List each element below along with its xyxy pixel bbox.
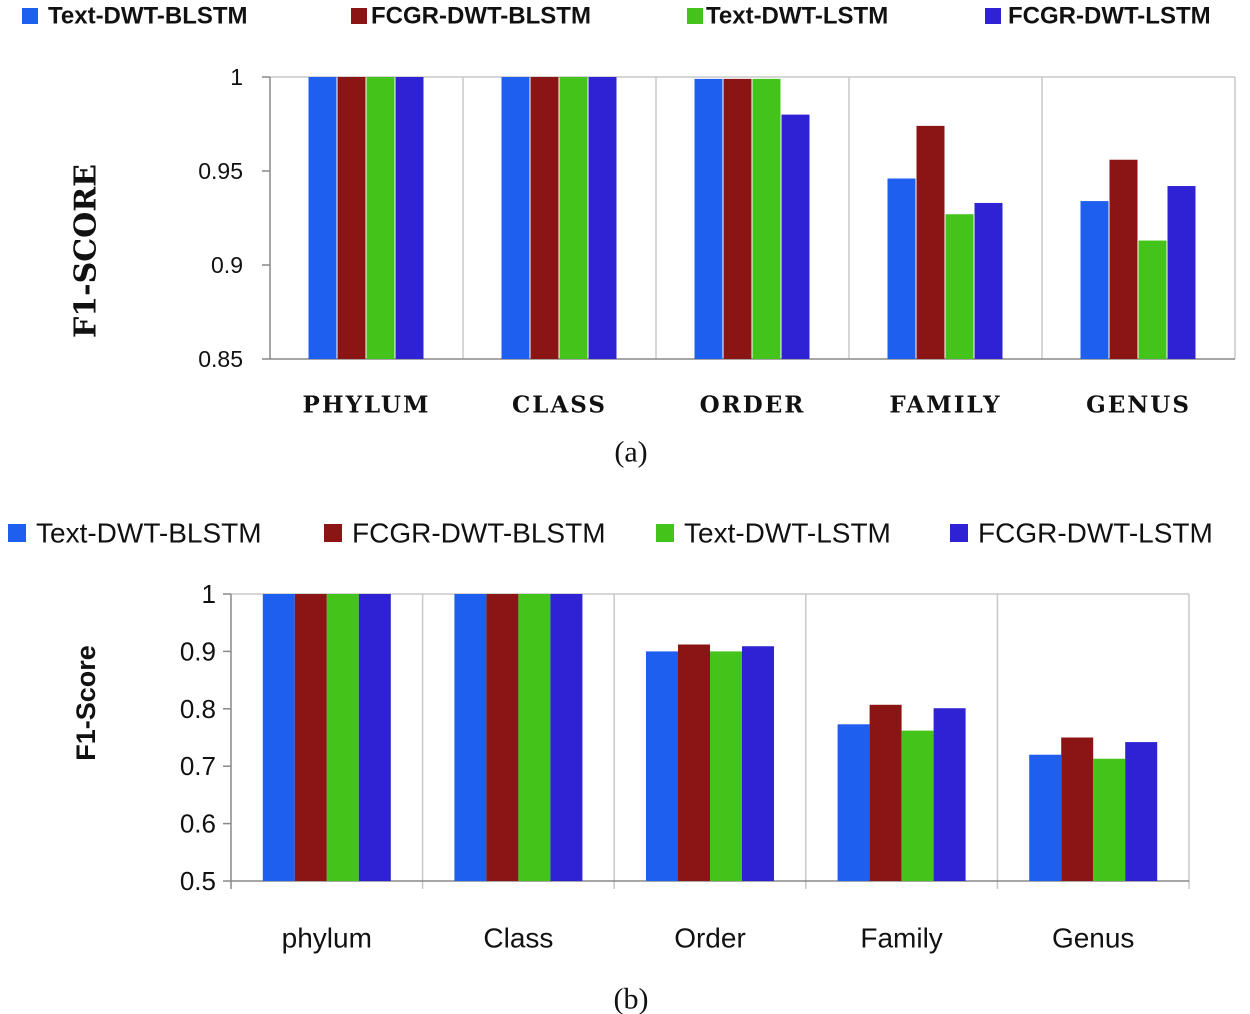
legend-swatch	[656, 524, 674, 542]
legend-label: FCGR-DWT-LSTM	[978, 518, 1213, 549]
bar	[308, 77, 337, 359]
x-tick-label: ORDER	[700, 392, 806, 419]
bar	[395, 77, 424, 359]
y-tick-label: 0.8	[180, 694, 216, 724]
y-tick-label: 1	[230, 64, 243, 90]
figure-caption: (a)	[614, 436, 647, 469]
x-tick-label: Family	[860, 923, 942, 954]
y-tick-label: 0.85	[198, 346, 243, 372]
bar	[710, 651, 742, 881]
x-tick-label: GENUS	[1086, 392, 1191, 419]
bar	[945, 214, 974, 359]
legend-swatch	[22, 8, 38, 24]
bar	[933, 708, 966, 881]
y-tick-label: 0.95	[198, 158, 243, 184]
bar	[588, 77, 617, 359]
bar	[294, 594, 327, 881]
bar	[1138, 240, 1167, 359]
bar	[262, 594, 295, 881]
legend-label: FCGR-DWT-BLSTM	[352, 518, 606, 549]
x-tick-label: Genus	[1052, 923, 1135, 954]
y-tick-label: 0.6	[180, 809, 216, 839]
bar	[1109, 159, 1138, 359]
legend-swatch	[985, 8, 1001, 24]
legend-swatch	[950, 524, 968, 542]
y-axis-label: F1-SCORE	[69, 164, 104, 338]
bar	[916, 125, 945, 359]
bar	[869, 704, 902, 881]
x-tick-label: PHYLUM	[303, 392, 431, 419]
legend-swatch	[687, 8, 703, 24]
legend: Text-DWT-BLSTM FCGR-DWT-BLSTM Text-DWT-LST…	[8, 518, 1213, 549]
bar	[358, 594, 391, 881]
legend-swatch	[324, 524, 342, 542]
legend-label: Text-DWT-BLSTM	[48, 3, 248, 30]
bar	[901, 730, 934, 881]
bar	[887, 178, 916, 359]
legend: Text-DWT-BLSTM FCGR-DWT-BLSTM Text-DWT-LST…	[22, 3, 1211, 30]
bar	[1061, 737, 1094, 881]
x-tick-label: FAMILY	[889, 392, 1001, 419]
legend-label: FCGR-DWT-BLSTM	[371, 3, 591, 30]
y-tick-label: 0.9	[211, 252, 243, 278]
legend-swatch	[8, 524, 26, 542]
bar	[518, 594, 551, 881]
bar	[974, 202, 1003, 359]
bar	[530, 77, 559, 359]
bar	[678, 644, 710, 881]
y-tick-label: 0.7	[180, 751, 216, 781]
bar	[723, 78, 752, 359]
figure-caption: (b)	[614, 983, 649, 1014]
legend-label: Text-DWT-LSTM	[684, 518, 891, 549]
bar	[742, 646, 774, 881]
x-tick-label: CLASS	[512, 392, 607, 419]
legend-label: Text-DWT-BLSTM	[36, 518, 262, 549]
bar	[550, 594, 583, 881]
bar	[694, 78, 723, 359]
x-tick-label: Order	[674, 923, 746, 954]
bar	[1093, 758, 1126, 881]
bar	[1029, 754, 1062, 881]
bar	[366, 77, 395, 359]
bar	[1125, 742, 1158, 881]
bar	[326, 594, 359, 881]
bar	[337, 77, 366, 359]
bar	[837, 724, 870, 881]
y-tick-label: 1	[202, 579, 216, 609]
bar	[486, 594, 519, 881]
y-axis-label: F1-Score	[71, 645, 101, 761]
bar	[781, 114, 810, 359]
bar	[559, 77, 588, 359]
legend-swatch	[351, 8, 367, 24]
chart-a: Text-DWT-BLSTM FCGR-DWT-BLSTM Text-DWT-LST…	[22, 3, 1236, 469]
y-tick-label: 0.9	[180, 636, 216, 666]
bar	[1080, 201, 1109, 359]
legend-label: FCGR-DWT-LSTM	[1008, 3, 1211, 30]
bar	[454, 594, 487, 881]
bar	[752, 78, 781, 359]
bar	[501, 77, 530, 359]
legend-label: Text-DWT-LSTM	[706, 3, 888, 30]
chart-b: Text-DWT-BLSTM FCGR-DWT-BLSTM Text-DWT-LST…	[8, 518, 1213, 1014]
y-tick-label: 0.5	[180, 866, 216, 896]
x-tick-label: Class	[483, 923, 553, 954]
x-tick-label: phylum	[282, 923, 372, 954]
bar	[646, 651, 678, 881]
bar	[1167, 186, 1196, 359]
